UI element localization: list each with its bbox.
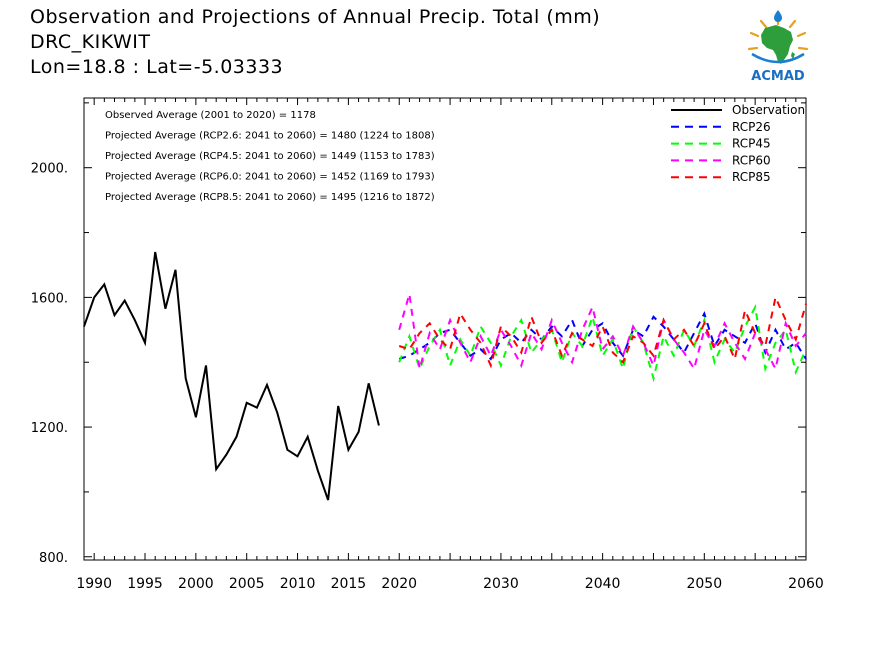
x-tick-label: 2000 [178, 576, 214, 592]
y-tick-label: 2000. [31, 162, 68, 177]
annotation-text: Observed Average (2001 to 2020) = 1178 [105, 110, 316, 121]
station-name: DRC_KIKWIT [30, 31, 151, 53]
annotation-text: Projected Average (RCP8.5: 2041 to 2060)… [105, 192, 435, 203]
legend-label: RCP45 [732, 137, 771, 151]
x-tick-label: 2020 [381, 576, 417, 592]
logo-text: ACMAD [751, 69, 805, 84]
x-tick-label: 1995 [127, 576, 163, 592]
series-line-observation [83, 251, 380, 501]
x-tick-label: 2010 [280, 576, 316, 592]
annotation-text: Projected Average (RCP2.6: 2041 to 2060)… [105, 131, 435, 142]
y-tick-label: 1600. [31, 291, 68, 306]
x-tick-label: 2060 [788, 576, 824, 592]
annotation-text: Projected Average (RCP6.0: 2041 to 2060)… [105, 172, 435, 183]
series-line-rcp60 [398, 293, 807, 372]
legend-label: Observation [732, 103, 805, 117]
x-tick-label: 2005 [229, 576, 265, 592]
legend-label: RCP26 [732, 120, 771, 134]
acmad-logo: ACMAD [738, 8, 818, 84]
series-line-rcp26 [398, 311, 807, 361]
station-coordinates: Lon=18.8 : Lat=-5.03333 [30, 56, 284, 78]
legend-label: RCP85 [732, 170, 771, 184]
series-line-rcp85 [398, 294, 807, 369]
legend-label: RCP60 [732, 153, 771, 167]
chart-title: Observation and Projections of Annual Pr… [30, 6, 601, 28]
y-tick-label: 1200. [31, 421, 68, 436]
x-tick-label: 1990 [76, 576, 112, 592]
x-tick-label: 2015 [331, 576, 367, 592]
y-tick-label: 800. [39, 551, 68, 566]
x-tick-label: 2040 [585, 576, 621, 592]
x-tick-label: 2030 [483, 576, 519, 592]
x-tick-label: 2050 [686, 576, 722, 592]
africa-map-logo-icon: ACMAD [747, 10, 809, 84]
plot-frame [83, 97, 807, 561]
annotation-text: Projected Average (RCP4.5: 2041 to 2060)… [105, 151, 435, 162]
